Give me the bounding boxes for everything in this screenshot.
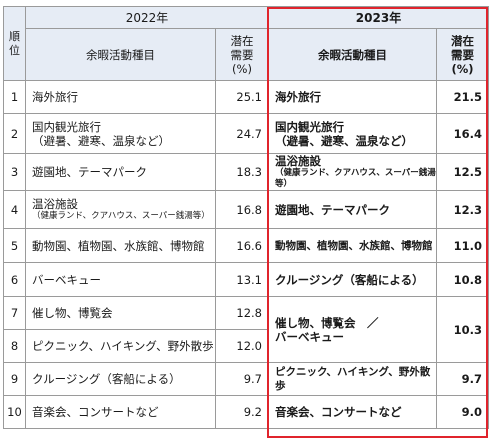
activity-sub: （健康ランド、クアハウス、スーパー銭湯等）: [275, 168, 436, 189]
activity-main: 温浴施設: [32, 197, 78, 211]
activity-2023: 遊園地、テーマパーク: [268, 190, 437, 229]
activity-sub: （健康ランド、クアハウス、スーパー銭湯等）: [32, 211, 210, 221]
activity-2023: 海外旅行: [268, 80, 437, 114]
activity-sub: （避暑、避寒、温泉など）: [275, 133, 413, 148]
value-2022: 9.7: [215, 362, 269, 396]
table-row: 1 海外旅行 25.1 海外旅行 21.5: [3, 80, 489, 114]
activity-2023: 音楽会、コンサートなど: [268, 395, 437, 429]
value-2023: 12.5: [436, 153, 489, 191]
value-2022: 16.8: [215, 190, 269, 229]
table-row: 8 ピクニック、ハイキング、野外散歩 12.0: [3, 329, 489, 363]
value-2022: 12.8: [215, 296, 269, 330]
table-row: 7 催し物、博覧会 12.8 催し物、博覧会 ／ バーベキュー 10.3: [3, 296, 489, 363]
activity-2022: 催し物、博覧会: [25, 296, 216, 330]
value-2022: 16.6: [215, 228, 269, 263]
value-2023: 10.8: [436, 262, 489, 297]
activity-2022: 動物園、植物園、水族館、博物館: [25, 228, 216, 263]
activity-2022: 海外旅行: [25, 80, 216, 114]
value-2022: 18.3: [215, 153, 269, 191]
demand-header-line3: (%): [232, 61, 252, 76]
table-row: 4 温浴施設 （健康ランド、クアハウス、スーパー銭湯等） 16.8 遊園地、テー…: [3, 190, 489, 229]
activity-2022: 音楽会、コンサートなど: [25, 395, 216, 429]
rank-cell: 7: [3, 296, 26, 330]
value-2023: 9.7: [436, 362, 489, 396]
activity-2022: クルージング（客船による）: [25, 362, 216, 396]
rank-header-label: 順位: [9, 29, 20, 57]
rank-cell: 9: [3, 362, 26, 396]
activity-main: 国内観光旅行: [32, 119, 101, 134]
activity-2023: 国内観光旅行 （避暑、避寒、温泉など）: [268, 113, 437, 154]
value-2023: 11.0: [436, 228, 489, 263]
rank-cell: 10: [3, 395, 26, 429]
rank-cell: 1: [3, 80, 26, 114]
demand-header-line2: 需要: [230, 47, 254, 62]
activity-2022: バーベキュー: [25, 262, 216, 297]
table-row: 2 国内観光旅行 （避暑、避寒、温泉など） 24.7 国内観光旅行 （避暑、避寒…: [3, 113, 489, 154]
activity-2022: 遊園地、テーマパーク: [25, 153, 216, 191]
rank-cell: 8: [3, 329, 26, 363]
activity-header-2022: 余暇活動種目: [25, 28, 216, 81]
activity-header-2023: 余暇活動種目: [268, 28, 437, 81]
activity-2023: ピクニック、ハイキング、野外散歩: [268, 362, 437, 396]
demand-header-line1: 潜在: [451, 33, 474, 48]
rank-cell: 6: [3, 262, 26, 297]
activity-2023: 温浴施設 （健康ランド、クアハウス、スーパー銭湯等）: [268, 153, 437, 191]
value-2022: 12.0: [215, 329, 269, 363]
value-2023-merged: 10.3: [436, 296, 489, 363]
value-2023: 12.3: [436, 190, 489, 229]
table-row: 9 クルージング（客船による） 9.7 ピクニック、ハイキング、野外散歩 9.7: [3, 362, 489, 396]
value-2023: 16.4: [436, 113, 489, 154]
activity-2022: 温浴施設 （健康ランド、クアハウス、スーパー銭湯等）: [25, 190, 216, 229]
activity-main: 国内観光旅行: [275, 119, 344, 134]
activity-2023: 動物園、植物園、水族館、博物館: [268, 228, 437, 263]
rank-header: 順位: [3, 6, 26, 81]
table-row: 6 バーベキュー 13.1 クルージング（客船による） 10.8: [3, 262, 489, 297]
table-row: 3 遊園地、テーマパーク 18.3 温浴施設 （健康ランド、クアハウス、スーパー…: [3, 153, 489, 191]
rank-cell: 3: [3, 153, 26, 191]
table-row: 5 動物園、植物園、水族館、博物館 16.6 動物園、植物園、水族館、博物館 1…: [3, 228, 489, 263]
value-2022: 13.1: [215, 262, 269, 297]
activity-main: 温浴施設: [275, 154, 321, 168]
rank-cell: 5: [3, 228, 26, 263]
activity-sub: （避暑、避寒、温泉など）: [32, 133, 170, 148]
table-row: 10 音楽会、コンサートなど 9.2 音楽会、コンサートなど 9.0: [3, 395, 489, 429]
demand-header-2023: 潜在 需要 (%): [436, 28, 489, 81]
leisure-ranking-table: 順位 2022年 2023年 余暇活動種目 潜在 需要 (%) 余暇活動種目 潜…: [3, 6, 489, 429]
activity-2022: ピクニック、ハイキング、野外散歩: [25, 329, 216, 363]
value-2023: 21.5: [436, 80, 489, 114]
activity-2023: クルージング（客船による）: [268, 262, 437, 297]
activity-main: 催し物、博覧会 ／: [275, 315, 379, 330]
activity-sub: バーベキュー: [275, 329, 344, 344]
activity-2023-merged: 催し物、博覧会 ／ バーベキュー: [268, 296, 437, 363]
demand-header-line3: (%): [451, 61, 474, 76]
value-2023: 9.0: [436, 395, 489, 429]
value-2022: 25.1: [215, 80, 269, 114]
activity-2022: 国内観光旅行 （避暑、避寒、温泉など）: [25, 113, 216, 154]
rank-cell: 2: [3, 113, 26, 154]
year-2022-header: 2022年: [25, 6, 269, 29]
demand-header-line2: 需要: [451, 47, 474, 62]
year-2023-header: 2023年: [268, 6, 489, 29]
value-2022: 9.2: [215, 395, 269, 429]
demand-header-2022: 潜在 需要 (%): [215, 28, 269, 81]
demand-header-line1: 潜在: [230, 33, 254, 48]
value-2022: 24.7: [215, 113, 269, 154]
rank-cell: 4: [3, 190, 26, 229]
